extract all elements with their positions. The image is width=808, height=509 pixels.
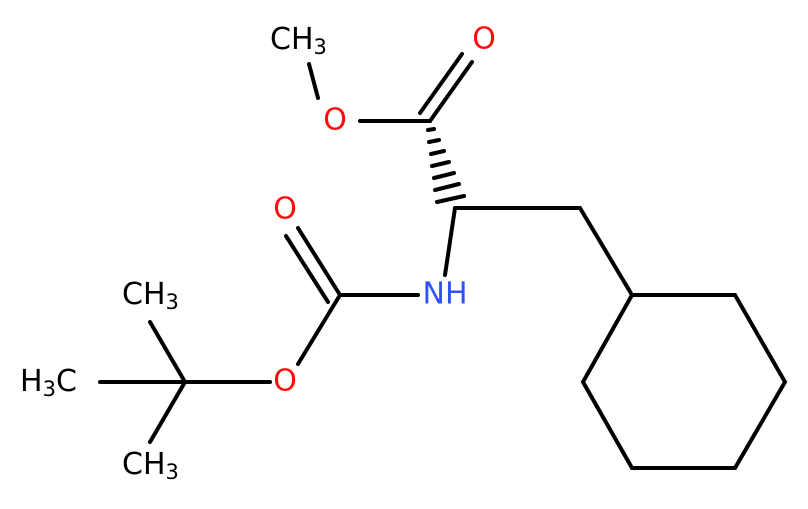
label-subscript: 3 bbox=[166, 460, 179, 484]
bond bbox=[307, 62, 320, 100]
atom-label: O bbox=[323, 103, 347, 138]
bond bbox=[578, 206, 634, 297]
bond bbox=[284, 234, 330, 304]
hashed-wedge bbox=[426, 127, 466, 204]
atom-label: CH3 bbox=[122, 447, 179, 485]
atom-labels: CH3 O O O NH O CH3 H3C CH3 bbox=[20, 22, 496, 485]
label-subscript: 3 bbox=[166, 290, 179, 314]
label-text: CH bbox=[270, 22, 314, 57]
bond bbox=[296, 293, 342, 366]
label-text: CH bbox=[122, 277, 166, 312]
label-subscript: 3 bbox=[314, 35, 327, 59]
atom-label: O bbox=[472, 22, 496, 57]
bond bbox=[443, 206, 457, 277]
atom-label: NH bbox=[423, 277, 468, 312]
label-text: H bbox=[20, 364, 43, 399]
bond bbox=[428, 60, 474, 123]
atom-label: H3C bbox=[20, 364, 77, 402]
bond bbox=[296, 226, 342, 297]
bonds bbox=[98, 52, 788, 470]
bond bbox=[148, 380, 187, 444]
bond bbox=[148, 320, 187, 384]
atom-label: O bbox=[273, 192, 297, 227]
bond bbox=[418, 52, 464, 115]
atom-label: O bbox=[273, 364, 297, 399]
label-text: CH bbox=[122, 447, 166, 482]
atom-label: CH3 bbox=[270, 22, 327, 60]
cyclohexane-ring bbox=[580, 293, 788, 470]
label-subscript: 3 bbox=[43, 377, 56, 401]
label-text: C bbox=[56, 364, 77, 399]
atom-label: CH3 bbox=[122, 277, 179, 315]
